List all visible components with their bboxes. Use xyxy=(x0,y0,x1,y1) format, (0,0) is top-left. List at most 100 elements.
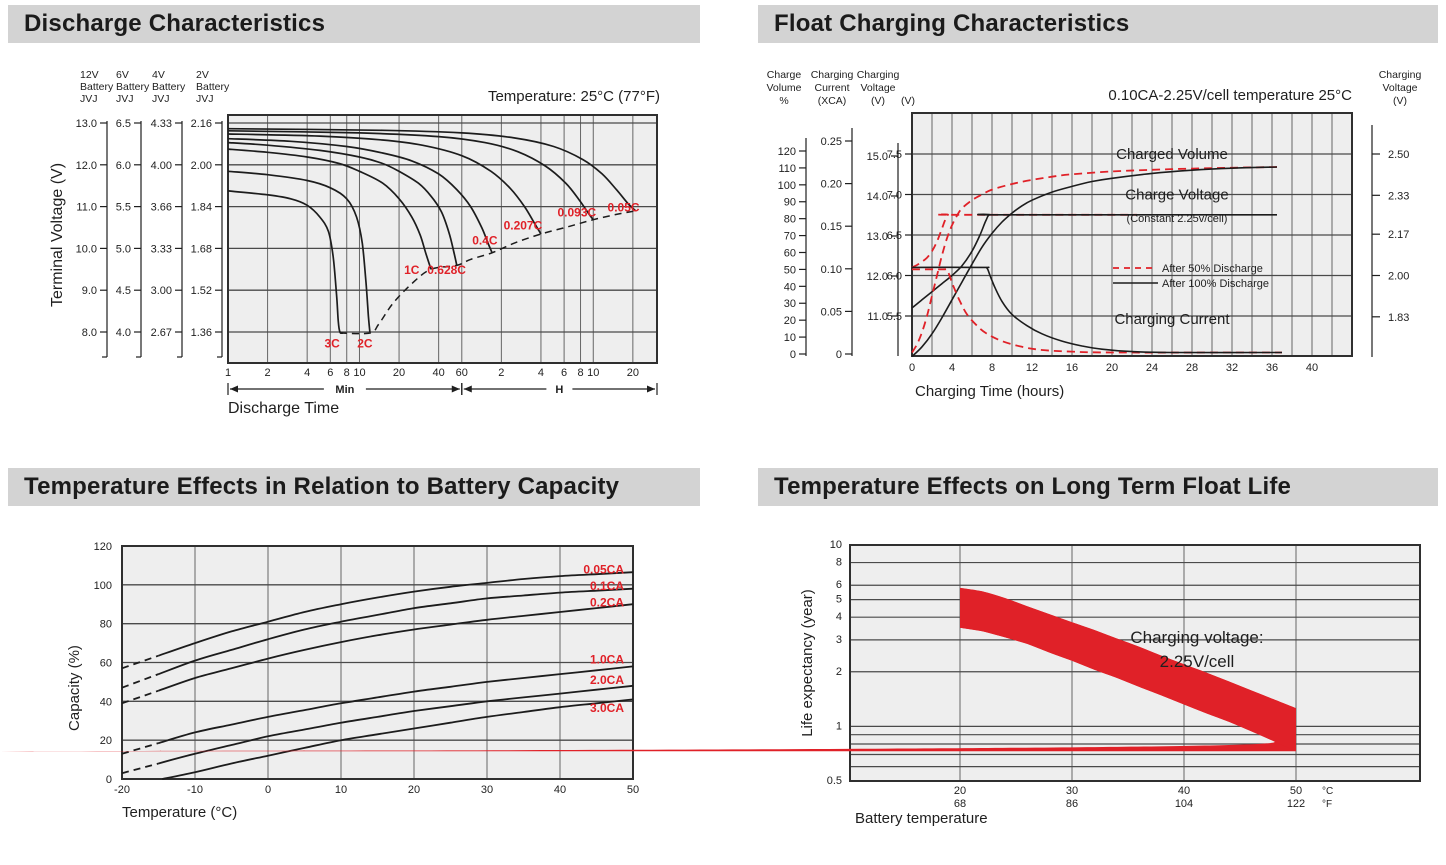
svg-text:Charging Current: Charging Current xyxy=(1114,311,1230,328)
svg-text:0.093C: 0.093C xyxy=(557,206,596,220)
svg-text:JVJ: JVJ xyxy=(152,93,170,105)
svg-text:6.0: 6.0 xyxy=(116,160,131,172)
svg-text:8: 8 xyxy=(344,367,350,379)
svg-text:JVJ: JVJ xyxy=(80,93,98,105)
svg-text:5.0: 5.0 xyxy=(116,243,131,255)
svg-text:Terminal Voltage (V): Terminal Voltage (V) xyxy=(49,163,66,307)
svg-text:%: % xyxy=(779,95,788,107)
svg-text:2.16: 2.16 xyxy=(191,118,212,130)
svg-text:10: 10 xyxy=(353,367,365,379)
svg-text:After 50% Discharge: After 50% Discharge xyxy=(1162,263,1263,275)
svg-text:Capacity (%): Capacity (%) xyxy=(66,645,83,731)
svg-text:1.0CA: 1.0CA xyxy=(590,653,624,667)
svg-text:0.25: 0.25 xyxy=(821,136,842,148)
svg-text:50: 50 xyxy=(784,264,796,276)
svg-text:Temperature: 25°C (77°F): Temperature: 25°C (77°F) xyxy=(488,88,660,105)
svg-text:40: 40 xyxy=(554,784,566,796)
svg-text:40: 40 xyxy=(784,281,796,293)
svg-text:0.5: 0.5 xyxy=(827,775,842,787)
svg-text:0.15: 0.15 xyxy=(821,221,842,233)
panel-title-discharge-characteristics: Discharge Characteristics xyxy=(8,5,700,43)
svg-text:(V): (V) xyxy=(871,95,885,107)
svg-text:0: 0 xyxy=(265,784,271,796)
svg-text:Charging: Charging xyxy=(857,69,900,81)
svg-text:4: 4 xyxy=(949,362,955,374)
svg-text:80: 80 xyxy=(784,214,796,226)
svg-text:6.5: 6.5 xyxy=(887,230,902,242)
svg-text:20: 20 xyxy=(393,367,405,379)
svg-text:12V: 12V xyxy=(80,69,99,81)
svg-text:0.10CA-2.25V/cell temperature: 0.10CA-2.25V/cell temperature 25°C xyxy=(1108,87,1352,104)
panel-title-temperature-effects-capacity: Temperature Effects in Relation to Batte… xyxy=(8,468,700,506)
svg-text:6: 6 xyxy=(561,367,567,379)
svg-text:50: 50 xyxy=(627,784,639,796)
svg-text:0.05: 0.05 xyxy=(821,306,842,318)
svg-text:10: 10 xyxy=(784,332,796,344)
svg-text:4.0: 4.0 xyxy=(116,327,131,339)
svg-text:2: 2 xyxy=(836,666,842,678)
svg-text:1.83: 1.83 xyxy=(1388,312,1409,324)
svg-text:2.67: 2.67 xyxy=(151,327,172,339)
svg-text:Battery: Battery xyxy=(116,81,150,93)
svg-text:20: 20 xyxy=(1106,362,1118,374)
svg-text:0.05CA: 0.05CA xyxy=(583,562,624,576)
svg-text:H: H xyxy=(555,384,563,396)
svg-text:°F: °F xyxy=(1322,799,1332,810)
svg-text:Charging: Charging xyxy=(1379,69,1422,81)
svg-text:8: 8 xyxy=(577,367,583,379)
svg-text:110: 110 xyxy=(778,163,796,175)
svg-text:20: 20 xyxy=(784,315,796,327)
svg-text:1.36: 1.36 xyxy=(191,327,212,339)
svg-text:24: 24 xyxy=(1146,362,1158,374)
svg-text:8: 8 xyxy=(836,557,842,569)
svg-text:80: 80 xyxy=(100,619,112,631)
svg-text:Volume: Volume xyxy=(766,82,801,94)
svg-text:2.0CA: 2.0CA xyxy=(590,673,624,687)
svg-text:6.0: 6.0 xyxy=(887,271,902,283)
svg-text:4.00: 4.00 xyxy=(151,160,172,172)
svg-text:0: 0 xyxy=(106,774,112,786)
svg-text:3.0CA: 3.0CA xyxy=(590,701,624,715)
svg-text:10: 10 xyxy=(335,784,347,796)
svg-text:1.52: 1.52 xyxy=(191,285,212,297)
svg-text:40: 40 xyxy=(1306,362,1318,374)
svg-text:6: 6 xyxy=(327,367,333,379)
svg-text:-20: -20 xyxy=(114,784,130,796)
svg-text:12.0: 12.0 xyxy=(867,271,888,283)
svg-text:3C: 3C xyxy=(325,337,341,351)
panel-title-text: Temperature Effects in Relation to Batte… xyxy=(24,473,620,500)
temperature-effects-float-life-chart: 1086543210.5206830864010450122°C°FChargi… xyxy=(0,539,1421,827)
svg-text:Charged Volume: Charged Volume xyxy=(1116,146,1228,163)
svg-text:Charge Voltage: Charge Voltage xyxy=(1125,186,1228,203)
svg-text:40: 40 xyxy=(100,696,112,708)
svg-text:60: 60 xyxy=(100,657,112,669)
svg-text:4.5: 4.5 xyxy=(116,285,131,297)
svg-text:7.5: 7.5 xyxy=(887,149,902,161)
svg-text:2.50: 2.50 xyxy=(1388,149,1409,161)
svg-text:0.20: 0.20 xyxy=(821,179,842,191)
svg-text:86: 86 xyxy=(1066,798,1078,810)
panel-title-temperature-effects-float-life: Temperature Effects on Long Term Float L… xyxy=(758,468,1438,506)
svg-text:Life expectancy (year): Life expectancy (year) xyxy=(799,589,816,737)
svg-text:4: 4 xyxy=(304,367,310,379)
svg-text:1.84: 1.84 xyxy=(191,202,212,214)
temperature-effects-capacity-chart: 0.05CA 0.1CA 0.2CA 1.0CA 2.0CA 3.0CA 0 20 40 60 80… xyxy=(66,541,639,821)
svg-text:13.0: 13.0 xyxy=(867,231,888,243)
svg-text:11.0: 11.0 xyxy=(867,311,888,323)
svg-text:Min: Min xyxy=(335,384,354,396)
svg-text:6: 6 xyxy=(836,579,842,591)
svg-text:0.1CA: 0.1CA xyxy=(590,579,624,593)
svg-text:70: 70 xyxy=(784,231,796,243)
svg-text:60: 60 xyxy=(784,247,796,259)
svg-text:(Constant 2.25v/cell): (Constant 2.25v/cell) xyxy=(1127,213,1228,225)
svg-text:30: 30 xyxy=(784,298,796,310)
svg-text:14.0: 14.0 xyxy=(867,191,888,203)
svg-text:Voltage: Voltage xyxy=(860,82,895,94)
svg-text:100: 100 xyxy=(94,580,112,592)
svg-text:120: 120 xyxy=(94,541,112,553)
svg-text:1C: 1C xyxy=(404,263,420,277)
svg-text:20: 20 xyxy=(627,367,639,379)
svg-text:2: 2 xyxy=(498,367,504,379)
